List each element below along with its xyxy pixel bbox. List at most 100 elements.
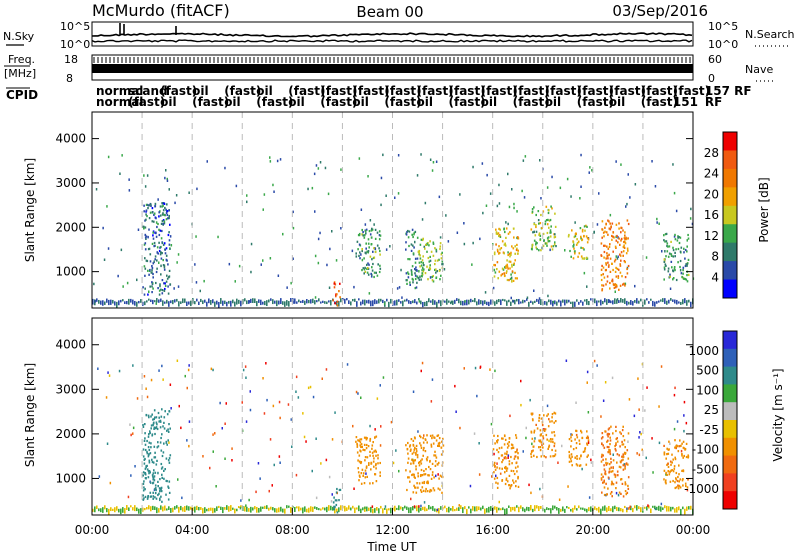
echo-cell [149, 285, 151, 288]
cpid-row-1-item: oil [256, 84, 272, 98]
echo-cell [533, 429, 536, 432]
echo-cell [375, 271, 377, 274]
sparse-echo [279, 158, 282, 161]
sparse-echo [245, 420, 248, 423]
sparse-echo [382, 153, 384, 157]
sparse-echo [365, 472, 367, 475]
echo-cell [503, 434, 506, 437]
echo-cell [665, 240, 668, 243]
echo-cell [548, 418, 550, 421]
echo-cell [663, 469, 666, 472]
echo-cell [585, 463, 588, 466]
sparse-echo [445, 214, 447, 217]
echo-cell [363, 443, 366, 446]
sparse-echo [249, 408, 252, 412]
near-range-echo [518, 506, 520, 513]
echo-cell [546, 244, 548, 247]
echo-cell [510, 253, 512, 256]
cpid-row-1-item: (fast) [160, 84, 197, 98]
sparse-echo [242, 368, 245, 372]
sparse-echo [360, 396, 362, 399]
echo-cell [149, 268, 151, 272]
sparse-echo [479, 365, 482, 369]
echo-cell [156, 423, 158, 426]
velocity-colorbar-label: Velocity [m s⁻¹] [771, 368, 785, 461]
echo-cell [536, 242, 538, 245]
near-range-echo [118, 508, 120, 513]
echo-cell [540, 249, 542, 252]
echo-cell [673, 235, 676, 238]
echo-cell [617, 268, 620, 271]
echo-cell [144, 477, 147, 480]
echo-cell [161, 220, 164, 223]
near-range-echo [272, 299, 274, 305]
echo-cell [155, 426, 158, 429]
power-colorbar-tick-label: 24 [704, 167, 719, 181]
near-range-echo [606, 299, 608, 305]
echo-cell [429, 488, 432, 492]
echo-cell [497, 434, 499, 438]
echo-cell [376, 244, 379, 247]
near-range-echo [530, 505, 532, 511]
near-range-echo [120, 299, 122, 303]
near-range-echo [432, 505, 434, 511]
echo-cell [622, 425, 624, 428]
echo-cell [375, 450, 377, 453]
echo-cell [607, 219, 609, 222]
echo-cell [423, 473, 425, 476]
sparse-echo [615, 160, 617, 163]
near-range-echo [248, 508, 250, 512]
echo-cell [570, 457, 572, 460]
echo-cell [574, 250, 576, 253]
echo-cell [154, 416, 156, 419]
near-range-echo [670, 298, 672, 301]
echo-cell [544, 223, 547, 226]
near-range-echo [688, 506, 690, 510]
echo-cell [418, 461, 420, 464]
echo-cell [572, 241, 575, 244]
echo-cell [415, 491, 418, 494]
echo-cell [510, 279, 513, 282]
echo-cell [603, 244, 605, 247]
echo-cell [160, 257, 163, 260]
echo-cell [338, 488, 341, 492]
near-range-echo [432, 299, 434, 305]
echo-cell [583, 450, 586, 453]
echo-cell [624, 234, 626, 237]
echo-cell [510, 251, 512, 254]
near-range-echo [376, 507, 378, 511]
freq-tick-top: 18 [64, 53, 78, 66]
echo-cell [163, 268, 166, 271]
near-range-echo [404, 505, 406, 509]
echo-cell [149, 495, 152, 498]
echo-cell [542, 244, 545, 247]
near-range-echo [534, 300, 536, 304]
echo-cell [568, 450, 570, 454]
near-range-echo [428, 505, 430, 510]
echo-cell [418, 461, 421, 464]
near-range-echo [412, 506, 414, 511]
echo-cell [379, 264, 381, 267]
near-range-echo [478, 299, 480, 305]
echo-cell [549, 218, 552, 222]
sparse-echo [170, 407, 172, 410]
echo-cell [680, 246, 683, 249]
echo-cell [154, 255, 157, 258]
echo-cell [159, 229, 162, 232]
sparse-echo [292, 257, 294, 260]
echo-cell [371, 444, 374, 447]
sparse-echo [174, 201, 176, 205]
echo-cell [615, 425, 617, 428]
sparse-echo [325, 368, 328, 371]
echo-cell [417, 277, 420, 280]
echo-cell [612, 432, 614, 435]
echo-cell [507, 267, 509, 270]
echo-cell [152, 262, 155, 265]
echo-cell [667, 255, 670, 258]
sparse-echo [652, 471, 654, 474]
noise-right-tick-bottom: 10^0 [708, 38, 738, 51]
echo-cell [169, 223, 171, 226]
sparse-echo [330, 500, 333, 503]
echo-cell [586, 225, 588, 228]
echo-cell [366, 475, 368, 478]
